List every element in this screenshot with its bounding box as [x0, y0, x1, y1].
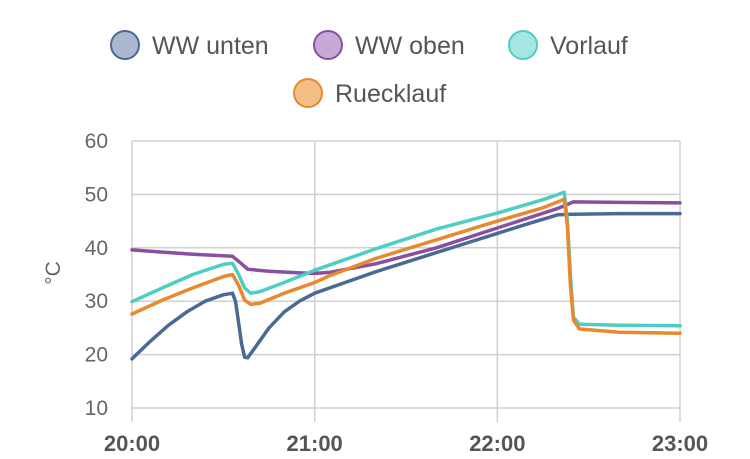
x-tick-label: 23:00 — [652, 431, 708, 456]
y-tick-label: 50 — [85, 183, 108, 206]
y-axis-label: °C — [42, 261, 65, 285]
series-lines — [130, 190, 682, 361]
y-tick-label: 60 — [85, 130, 108, 153]
y-tick-label: 40 — [85, 237, 108, 260]
legend-swatch — [313, 30, 343, 60]
legend-item-ww-unten[interactable]: WW unten — [110, 30, 269, 60]
legend[interactable]: WW unten WW oben Vorlauf Ruecklauf — [110, 30, 628, 108]
series-line-ww-unten — [130, 211, 682, 361]
legend-label: Ruecklauf — [335, 80, 446, 108]
x-tick-label: 21:00 — [287, 431, 343, 456]
y-tick-label: 30 — [85, 290, 108, 313]
legend-label: WW unten — [152, 32, 269, 60]
legend-item-ruecklauf[interactable]: Ruecklauf — [293, 78, 446, 108]
y-tick-label: 20 — [85, 344, 108, 367]
legend-label: WW oben — [355, 32, 465, 60]
legend-item-ww-oben[interactable]: WW oben — [313, 30, 465, 60]
grid — [131, 140, 681, 422]
y-axis-ticks: 10 20 30 40 50 60 — [85, 130, 108, 420]
legend-swatch — [508, 30, 538, 60]
x-tick-label: 20:00 — [104, 431, 160, 456]
series-line-ww-oben — [130, 200, 682, 276]
x-tick-label: 22:00 — [469, 431, 525, 456]
series-line-ruecklauf — [130, 197, 682, 335]
y-tick-label: 10 — [85, 397, 108, 420]
legend-item-vorlauf[interactable]: Vorlauf — [508, 30, 628, 60]
legend-swatch — [293, 78, 323, 108]
legend-swatch — [110, 30, 140, 60]
legend-label: Vorlauf — [550, 32, 628, 60]
x-axis-ticks: 20:00 21:00 22:00 23:00 — [104, 431, 708, 456]
